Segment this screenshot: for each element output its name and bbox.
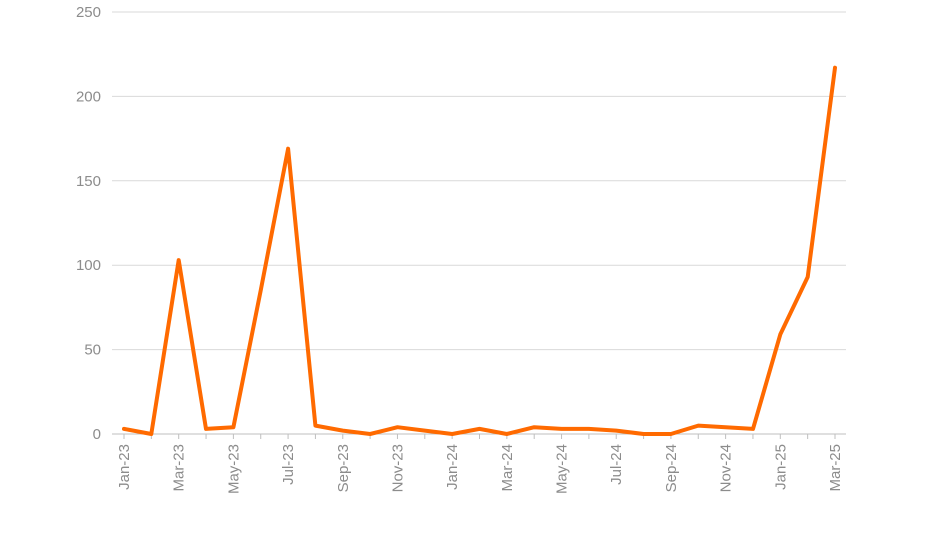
series-layer [122,65,837,436]
x-tick-label: Mar-23 [171,444,188,492]
y-tick-label: 150 [76,173,101,190]
x-tick-label: Jul-24 [608,444,625,485]
x-axis: Jan-23 Mar-23 May-23 Jul-23 Sep-23 Nov-23 Jan-… [112,433,846,494]
x-tick-label: Jan-23 [116,444,133,490]
x-tick-label: Jan-25 [772,444,789,490]
gridlines [112,11,846,351]
x-tick-label: Mar-25 [827,444,844,492]
y-axis-tick-labels: 0 50 100 150 200 250 [76,4,101,443]
y-tick-label: 100 [76,257,101,274]
x-tick-label: Sep-24 [663,444,680,492]
y-tick-label: 50 [84,342,101,359]
x-tick-label: Nov-23 [389,444,406,492]
x-tick-label: Mar-24 [499,444,516,492]
x-tick-label: May-23 [225,444,242,494]
y-tick-label: 200 [76,88,101,105]
x-tick-label: Jan-24 [444,444,461,490]
x-tick-label: Sep-23 [335,444,352,492]
series-line-0 [122,65,837,436]
y-tick-label: 0 [93,426,101,443]
y-tick-label: 250 [76,4,101,21]
x-tick-label: Nov-24 [718,444,735,492]
x-tick-label: May-24 [554,444,571,494]
x-tick-label: Jul-23 [280,444,297,485]
